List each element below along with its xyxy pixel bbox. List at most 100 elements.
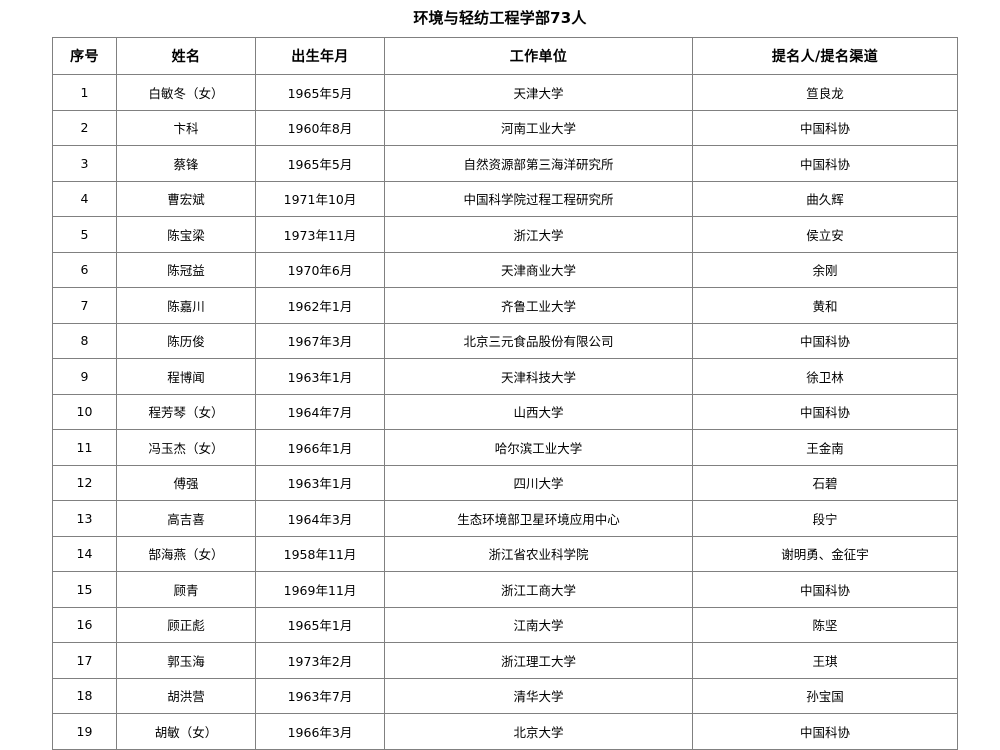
cell-name: 程博闻 <box>116 358 256 395</box>
cell-index: 15 <box>52 571 117 608</box>
cell-nominator: 余刚 <box>692 251 958 288</box>
table-row: 16 顾正彪 1965年1月 江南大学 陈坚 <box>52 606 958 643</box>
cell-name: 傅强 <box>116 464 256 501</box>
table-row: 7 陈嘉川 1962年1月 齐鲁工业大学 黄和 <box>52 287 958 324</box>
cell-name: 冯玉杰（女） <box>116 429 256 466</box>
cell-org: 生态环境部卫星环境应用中心 <box>384 500 693 537</box>
table-row: 18 胡洪营 1963年7月 清华大学 孙宝国 <box>52 677 958 714</box>
cell-nominator: 陈坚 <box>692 606 958 643</box>
table-header: 序号 姓名 出生年月 工作单位 提名人/提名渠道 <box>52 37 958 75</box>
cell-nominator: 中国科协 <box>692 393 958 430</box>
cell-nominator: 侯立安 <box>692 216 958 253</box>
cell-org: 浙江理工大学 <box>384 642 693 679</box>
cell-org: 天津科技大学 <box>384 358 693 395</box>
cell-name: 蔡锋 <box>116 145 256 182</box>
cell-index: 12 <box>52 464 117 501</box>
cell-birth: 1966年1月 <box>255 429 385 466</box>
cell-nominator: 中国科协 <box>692 145 958 182</box>
cell-birth: 1964年3月 <box>255 500 385 537</box>
cell-name: 胡洪营 <box>116 677 256 714</box>
cell-name: 顾正彪 <box>116 606 256 643</box>
cell-org: 北京大学 <box>384 713 693 750</box>
cell-nominator: 中国科协 <box>692 109 958 146</box>
cell-birth: 1963年7月 <box>255 677 385 714</box>
cell-index: 7 <box>52 287 117 324</box>
cell-org: 清华大学 <box>384 677 693 714</box>
cell-org: 齐鲁工业大学 <box>384 287 693 324</box>
cell-birth: 1969年11月 <box>255 571 385 608</box>
cell-org: 哈尔滨工业大学 <box>384 429 693 466</box>
cell-org: 天津大学 <box>384 74 693 111</box>
column-header-nominator: 提名人/提名渠道 <box>692 37 958 75</box>
table-row: 15 顾青 1969年11月 浙江工商大学 中国科协 <box>52 571 958 608</box>
table-row: 9 程博闻 1963年1月 天津科技大学 徐卫林 <box>52 358 958 395</box>
cell-org: 四川大学 <box>384 464 693 501</box>
cell-index: 1 <box>52 74 117 111</box>
cell-nominator: 王金南 <box>692 429 958 466</box>
cell-name: 顾青 <box>116 571 256 608</box>
table-row: 5 陈宝梁 1973年11月 浙江大学 侯立安 <box>52 216 958 253</box>
cell-nominator: 中国科协 <box>692 571 958 608</box>
cell-nominator: 段宁 <box>692 500 958 537</box>
cell-org: 浙江省农业科学院 <box>384 535 693 572</box>
cell-index: 2 <box>52 109 117 146</box>
cell-birth: 1965年5月 <box>255 145 385 182</box>
cell-nominator: 黄和 <box>692 287 958 324</box>
roster-table-container: 序号 姓名 出生年月 工作单位 提名人/提名渠道 1 白敏冬（女） 1965年5月天… <box>0 37 1000 750</box>
cell-index: 13 <box>52 500 117 537</box>
cell-birth: 1973年2月 <box>255 642 385 679</box>
cell-org: 浙江工商大学 <box>384 571 693 608</box>
cell-name: 郜海燕（女） <box>116 535 256 572</box>
table-row: 2 卞科 1960年8月 河南工业大学 中国科协 <box>52 109 958 146</box>
cell-index: 10 <box>52 393 117 430</box>
cell-birth: 1965年1月 <box>255 606 385 643</box>
cell-index: 19 <box>52 713 117 750</box>
column-header-name: 姓名 <box>116 37 256 75</box>
cell-name: 陈历俊 <box>116 322 256 359</box>
cell-name: 陈嘉川 <box>116 287 256 324</box>
table-row: 8 陈历俊 1967年3月 北京三元食品股份有限公司 中国科协 <box>52 322 958 359</box>
cell-nominator: 石碧 <box>692 464 958 501</box>
column-header-index: 序号 <box>52 37 117 75</box>
cell-name: 郭玉海 <box>116 642 256 679</box>
cell-org: 中国科学院过程工程研究所 <box>384 180 693 217</box>
cell-index: 5 <box>52 216 117 253</box>
cell-birth: 1967年3月 <box>255 322 385 359</box>
cell-org: 江南大学 <box>384 606 693 643</box>
cell-birth: 1966年3月 <box>255 713 385 750</box>
table-row: 17 郭玉海 1973年2月 浙江理工大学 王琪 <box>52 642 958 679</box>
cell-nominator: 中国科协 <box>692 322 958 359</box>
cell-index: 3 <box>52 145 117 182</box>
cell-index: 14 <box>52 535 117 572</box>
cell-birth: 1973年11月 <box>255 216 385 253</box>
cell-index: 4 <box>52 180 117 217</box>
table-row: 3 蔡锋 1965年5月 自然资源部第三海洋研究所 中国科协 <box>52 145 958 182</box>
table-row: 1 白敏冬（女） 1965年5月 天津大学 笪良龙 <box>52 74 958 111</box>
column-header-birth: 出生年月 <box>255 37 385 75</box>
cell-org: 山西大学 <box>384 393 693 430</box>
table-row: 11 冯玉杰（女） 1966年1月 哈尔滨工业大学 王金南 <box>52 429 958 466</box>
cell-birth: 1960年8月 <box>255 109 385 146</box>
table-row: 19 胡敏（女） 1966年3月 北京大学 中国科协 <box>52 713 958 750</box>
cell-birth: 1971年10月 <box>255 180 385 217</box>
table-row: 12 傅强 1963年1月 四川大学 石碧 <box>52 464 958 501</box>
cell-name: 卞科 <box>116 109 256 146</box>
cell-nominator: 孙宝国 <box>692 677 958 714</box>
cell-index: 6 <box>52 251 117 288</box>
cell-name: 胡敏（女） <box>116 713 256 750</box>
cell-name: 陈冠益 <box>116 251 256 288</box>
table-row: 13 高吉喜 1964年3月 生态环境部卫星环境应用中心 段宁 <box>52 500 958 537</box>
cell-index: 16 <box>52 606 117 643</box>
cell-name: 程芳琴（女） <box>116 393 256 430</box>
cell-index: 8 <box>52 322 117 359</box>
cell-org: 河南工业大学 <box>384 109 693 146</box>
cell-org: 天津商业大学 <box>384 251 693 288</box>
candidate-roster-table: 序号 姓名 出生年月 工作单位 提名人/提名渠道 1 白敏冬（女） 1965年5月天… <box>52 37 958 750</box>
cell-index: 18 <box>52 677 117 714</box>
cell-birth: 1970年6月 <box>255 251 385 288</box>
cell-nominator: 谢明勇、金征宇 <box>692 535 958 572</box>
table-row: 14 郜海燕（女） 1958年11月 浙江省农业科学院 谢明勇、金征宇 <box>52 535 958 572</box>
cell-name: 高吉喜 <box>116 500 256 537</box>
column-header-org: 工作单位 <box>384 37 693 75</box>
